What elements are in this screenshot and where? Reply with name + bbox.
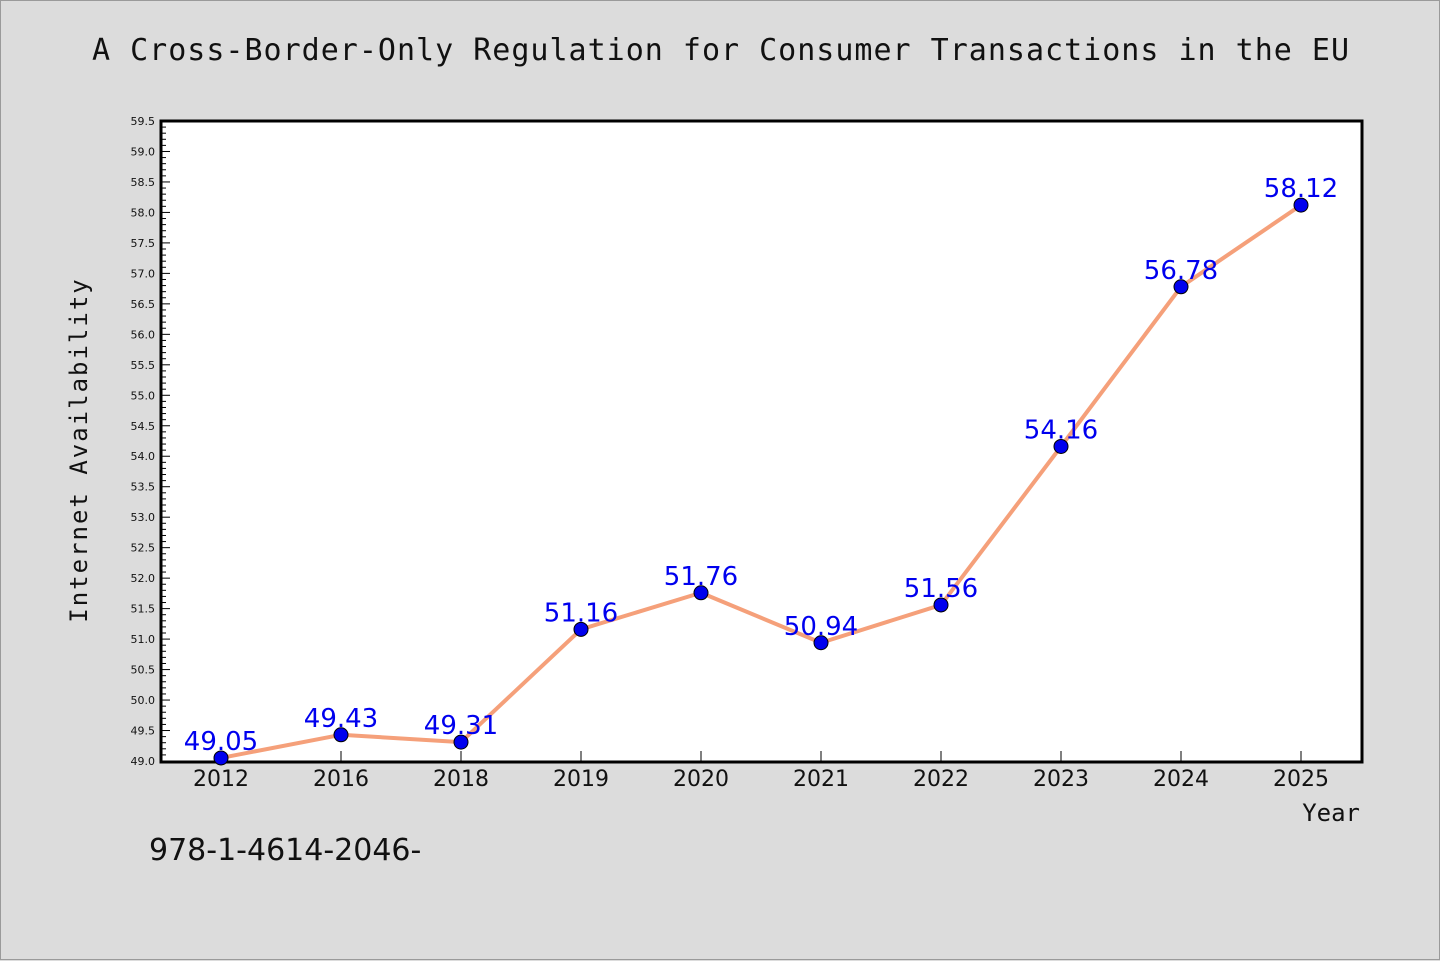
y-tick-label: 58.5	[131, 176, 156, 189]
y-tick-label: 51.0	[131, 633, 156, 646]
data-label: 49.05	[184, 727, 258, 757]
x-tick-label: 2025	[1273, 767, 1329, 792]
y-tick-label: 52.5	[131, 542, 156, 555]
data-label: 51.76	[664, 562, 738, 592]
data-label: 50.94	[784, 612, 858, 642]
y-axis-label: Internet Availability	[65, 277, 93, 622]
y-tick-label: 57.5	[131, 237, 156, 250]
y-tick-label: 53.5	[131, 481, 156, 494]
y-tick-label: 55.5	[131, 359, 156, 372]
y-tick-label: 50.5	[131, 664, 156, 677]
x-tick-label: 2016	[313, 767, 369, 792]
y-tick-label: 52.0	[131, 572, 156, 585]
y-tick-label: 50.0	[131, 694, 156, 707]
x-tick-label: 2012	[193, 767, 249, 792]
y-tick-label: 58.0	[131, 206, 156, 219]
data-label: 51.56	[904, 574, 978, 604]
y-tick-label: 53.0	[131, 511, 156, 524]
y-tick-label: 49.5	[131, 725, 156, 738]
data-label: 49.43	[304, 704, 378, 734]
data-label: 58.12	[1264, 174, 1338, 204]
x-tick-label: 2022	[913, 767, 969, 792]
x-tick-label: 2019	[553, 767, 609, 792]
x-tick-label: 2018	[433, 767, 489, 792]
line-chart: 49.0 49.5 50.0 50.5 51.0 51.5 52.0 52.5 53.0 53.5…	[1, 1, 1440, 961]
y-tick-label: 54.5	[131, 420, 156, 433]
x-tick-label: 2023	[1033, 767, 1089, 792]
footer-code: 978-1-4614-2046-	[149, 833, 421, 868]
y-tick-label: 59.0	[131, 145, 156, 158]
data-label: 49.31	[424, 711, 498, 741]
y-tick-label: 54.0	[131, 450, 156, 463]
plot-area	[161, 121, 1362, 762]
x-tick-label: 2024	[1153, 767, 1209, 792]
y-tick-label: 57.0	[131, 267, 156, 280]
y-tick-label: 51.5	[131, 603, 156, 616]
chart-frame: A Cross-Border-Only Regulation for Consu…	[0, 0, 1440, 960]
x-tick-label: 2021	[793, 767, 849, 792]
y-tick-label: 55.0	[131, 389, 156, 402]
y-tick-label: 59.5	[131, 115, 156, 128]
data-label: 56.78	[1144, 256, 1218, 286]
data-label: 51.16	[544, 598, 618, 628]
y-tick-label: 49.0	[131, 755, 156, 768]
data-label: 54.16	[1024, 415, 1098, 445]
y-tick-label: 56.0	[131, 328, 156, 341]
y-tick-label: 56.5	[131, 298, 156, 311]
x-tick-label: 2020	[673, 767, 729, 792]
x-axis-label: Year	[1302, 799, 1360, 827]
